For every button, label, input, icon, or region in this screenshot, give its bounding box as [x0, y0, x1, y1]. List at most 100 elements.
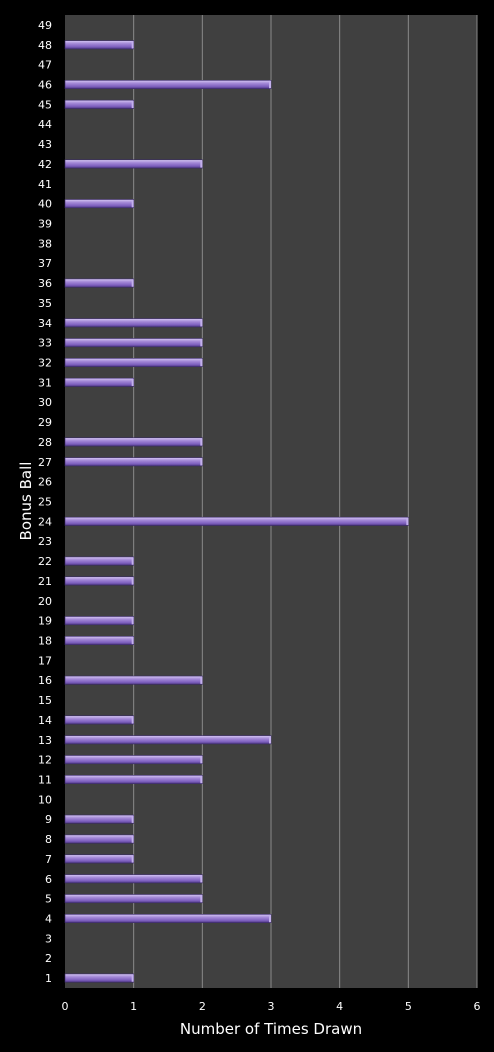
- bar-6: [64, 874, 203, 884]
- bars: [64, 40, 409, 983]
- y-tick-label: 46: [38, 79, 52, 92]
- bar-end-18: [131, 636, 134, 645]
- y-tick-label: 49: [38, 19, 52, 32]
- y-tick-label: 10: [38, 793, 52, 806]
- bar-7: [64, 854, 134, 864]
- y-tick-label: 5: [45, 893, 52, 906]
- bar-end-24: [406, 517, 409, 526]
- bar-9: [64, 814, 134, 824]
- y-tick-label: 35: [38, 297, 52, 310]
- y-tick-label: 19: [38, 615, 52, 628]
- y-tick-label: 1: [45, 972, 52, 985]
- y-tick-label: 2: [45, 952, 52, 965]
- bar-end-12: [200, 755, 203, 764]
- bar-36: [64, 278, 134, 288]
- y-tick-label: 44: [38, 118, 52, 131]
- x-tick-label: 6: [474, 1000, 481, 1013]
- y-tick-label: 38: [38, 237, 52, 250]
- bar-end-6: [200, 875, 203, 883]
- bar-end-36: [131, 279, 134, 287]
- y-tick-label: 16: [38, 674, 52, 687]
- y-tick-label: 37: [38, 257, 52, 270]
- bar-end-4: [269, 914, 271, 923]
- y-tick-label: 3: [45, 932, 52, 945]
- bar-5: [64, 894, 203, 904]
- bar-19: [64, 616, 134, 626]
- y-tick-label: 24: [38, 515, 52, 528]
- y-tick-label: 15: [38, 694, 52, 707]
- bar-end-19: [131, 616, 134, 625]
- y-tick-label: 27: [38, 456, 52, 469]
- bar-end-48: [131, 41, 134, 49]
- bar-end-33: [200, 338, 203, 347]
- y-tick-label: 34: [38, 317, 52, 330]
- y-tick-label: 39: [38, 218, 52, 231]
- y-tick-label: 32: [38, 357, 52, 370]
- bar-end-32: [200, 358, 203, 367]
- y-tick-label: 33: [38, 337, 52, 350]
- y-tick-label: 7: [45, 853, 52, 866]
- bar-end-5: [200, 894, 203, 903]
- y-tick-label: 13: [38, 734, 52, 747]
- bar-22: [64, 556, 134, 566]
- bar-end-28: [200, 438, 203, 446]
- y-tick-label: 17: [38, 654, 52, 667]
- bar-end-34: [200, 319, 203, 327]
- y-tick-label: 21: [38, 575, 52, 588]
- x-tick-label: 3: [268, 1000, 275, 1013]
- bar-48: [64, 40, 134, 50]
- y-tick-label: 11: [38, 774, 52, 787]
- bar-42: [64, 159, 203, 169]
- bar-end-9: [131, 815, 134, 823]
- y-tick-label: 26: [38, 476, 52, 489]
- bar-end-45: [131, 100, 134, 109]
- bar-16: [64, 675, 203, 685]
- gridlines: [133, 15, 478, 988]
- bar-12: [64, 755, 203, 765]
- y-tick-label: 45: [38, 98, 52, 111]
- bar-28: [64, 437, 203, 447]
- bar-end-21: [131, 577, 134, 585]
- y-tick-label: 43: [38, 138, 52, 151]
- y-tick-label: 48: [38, 39, 52, 52]
- bar-end-7: [131, 855, 134, 863]
- bar-24: [64, 516, 409, 526]
- y-tick-label: 47: [38, 59, 52, 72]
- bar-end-8: [131, 835, 134, 843]
- y-tick-labels: 1234567891011121314151617181920212223242…: [38, 19, 52, 985]
- y-tick-label: 18: [38, 635, 52, 648]
- x-tick-label: 0: [62, 1000, 69, 1013]
- bar-end-46: [269, 80, 271, 89]
- bar-18: [64, 636, 134, 645]
- y-axis-title: Bonus Ball: [17, 462, 35, 541]
- x-tick-label: 5: [405, 1000, 412, 1013]
- bar-31: [64, 377, 134, 387]
- bar-40: [64, 199, 134, 209]
- bar-end-16: [200, 676, 203, 684]
- bar-32: [64, 358, 203, 367]
- bar-end-42: [200, 160, 203, 168]
- x-tick-labels: 0 1 2 3 4 5 6: [62, 1000, 481, 1013]
- bar-end-14: [131, 716, 134, 724]
- bar-end-31: [131, 378, 134, 387]
- bar-end-27: [200, 458, 203, 466]
- y-tick-label: 23: [38, 535, 52, 548]
- y-tick-label: 41: [38, 178, 52, 191]
- y-tick-label: 28: [38, 436, 52, 449]
- y-tick-label: 20: [38, 595, 52, 608]
- y-tick-label: 31: [38, 376, 52, 389]
- y-tick-label: 14: [38, 714, 52, 727]
- bar-21: [64, 576, 134, 586]
- y-tick-label: 22: [38, 555, 52, 568]
- x-tick-label: 2: [199, 1000, 206, 1013]
- y-tick-label: 30: [38, 396, 52, 409]
- y-tick-label: 6: [45, 873, 52, 886]
- y-tick-label: 36: [38, 277, 52, 290]
- bar-46: [64, 80, 272, 89]
- y-tick-label: 4: [45, 913, 52, 926]
- bar-13: [64, 735, 272, 745]
- y-tick-label: 12: [38, 754, 52, 767]
- x-tick-label: 1: [130, 1000, 137, 1013]
- bar-1: [64, 973, 134, 983]
